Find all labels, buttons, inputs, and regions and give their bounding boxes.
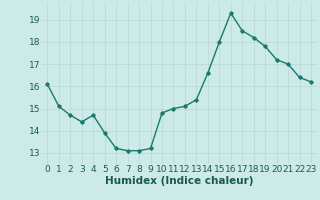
X-axis label: Humidex (Indice chaleur): Humidex (Indice chaleur): [105, 176, 253, 186]
